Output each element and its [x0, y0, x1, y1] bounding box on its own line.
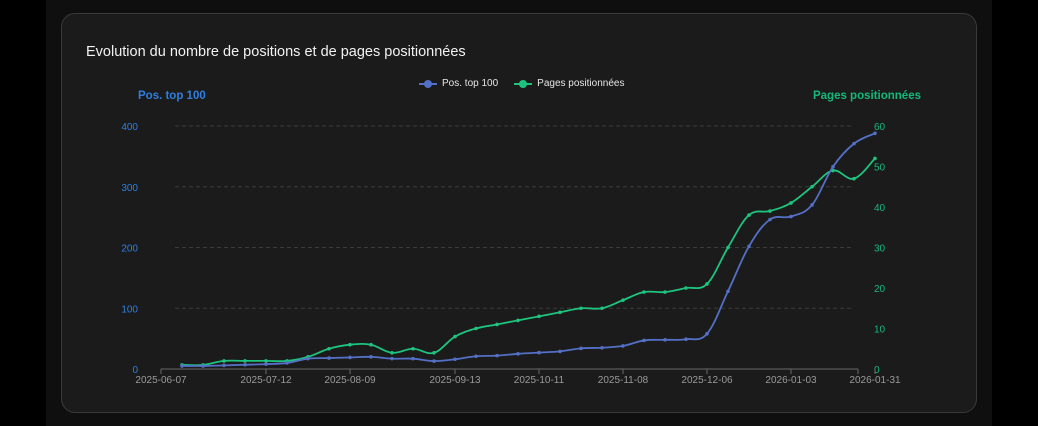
legend-label: Pages positionnées [537, 78, 625, 89]
svg-text:0: 0 [874, 365, 880, 376]
svg-text:200: 200 [121, 244, 138, 255]
svg-text:50: 50 [874, 163, 886, 174]
right-axis-title: Pages positionnées [812, 90, 921, 102]
svg-text:2025-06-07: 2025-06-07 [135, 375, 187, 386]
legend-item-pages[interactable]: Pages positionnées [514, 78, 624, 89]
svg-text:2025-08-09: 2025-08-09 [324, 375, 376, 386]
svg-text:100: 100 [121, 304, 138, 315]
legend-line-dot-icon [514, 79, 533, 88]
chart-card: Evolution du nombre de positions et de p… [61, 13, 977, 413]
legend-label: Pos. top 100 [442, 78, 499, 89]
svg-text:2025-10-11: 2025-10-11 [514, 375, 565, 386]
chart-title: Evolution du nombre de positions et de p… [86, 44, 466, 60]
series-pos-top-100[interactable] [180, 131, 877, 368]
svg-text:2025-12-06: 2025-12-06 [681, 375, 733, 386]
x-axis: 2025-06-07 2025-07-12 2025-08-09 2025-09-13… [135, 368, 901, 386]
legend-line-dot-icon [419, 79, 437, 88]
left-axis-title: Pos. top 100 [138, 90, 206, 102]
svg-text:2025-07-12: 2025-07-12 [240, 375, 292, 386]
svg-text:2025-09-13: 2025-09-13 [429, 375, 481, 386]
left-axis-ticks: 0 100 200 300 400 [121, 122, 138, 376]
svg-text:2026-01-31: 2026-01-31 [849, 375, 901, 386]
svg-text:40: 40 [874, 203, 886, 214]
series-pages-positionnees[interactable] [180, 156, 877, 367]
svg-text:20: 20 [874, 284, 886, 295]
chart-legend: Pos. top 100 Pages positionnées [419, 78, 624, 89]
svg-text:300: 300 [121, 183, 138, 194]
svg-text:2026-01-03: 2026-01-03 [765, 375, 817, 386]
svg-text:2025-11-08: 2025-11-08 [598, 375, 649, 386]
grid-lines [175, 125, 851, 309]
svg-text:0: 0 [132, 365, 138, 376]
right-axis-ticks: 0 10 20 30 40 50 60 [874, 122, 886, 376]
svg-text:10: 10 [874, 325, 886, 336]
legend-item-positions[interactable]: Pos. top 100 [419, 78, 498, 89]
svg-text:400: 400 [121, 122, 138, 133]
svg-text:30: 30 [874, 244, 886, 255]
svg-text:60: 60 [874, 122, 886, 133]
